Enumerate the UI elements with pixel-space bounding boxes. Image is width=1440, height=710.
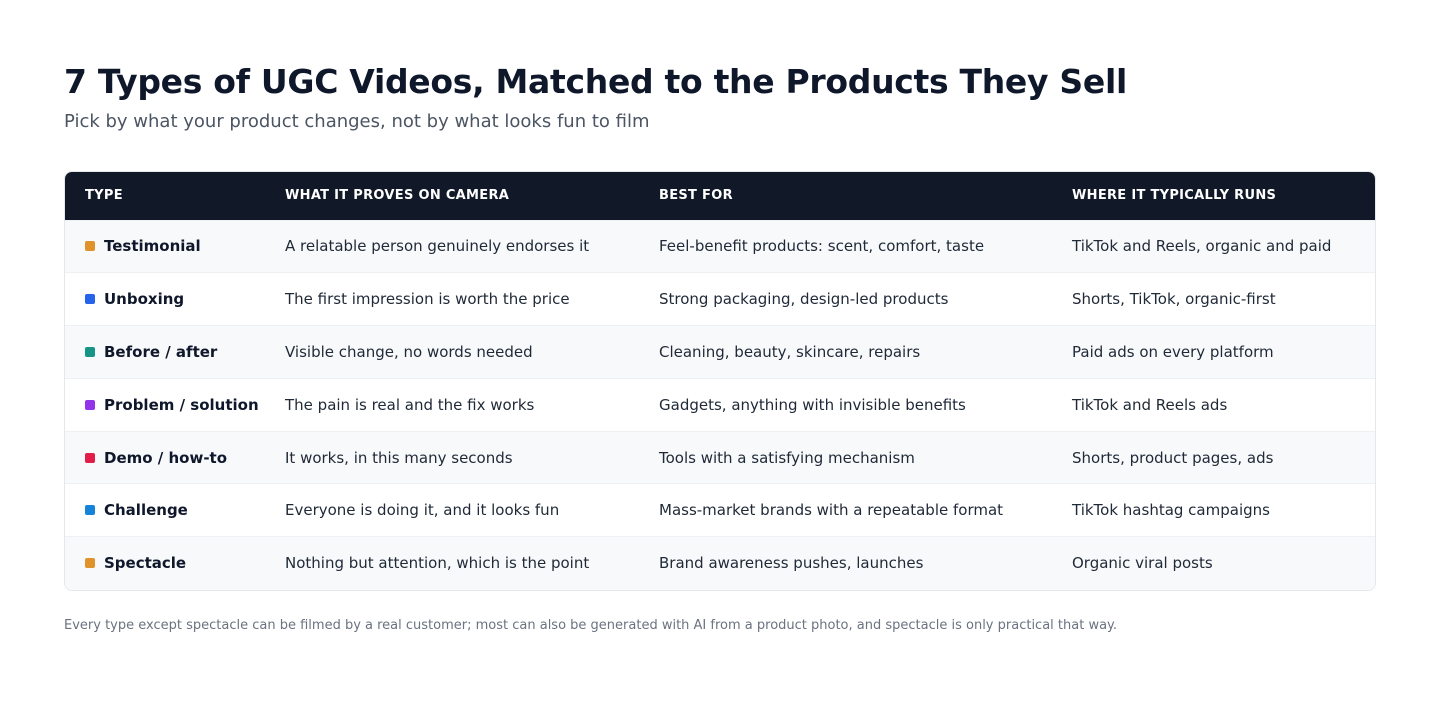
table-row: Demo / how-to It works, in this many seco…: [65, 431, 1375, 484]
cell-type: Unboxing: [65, 273, 265, 326]
type-color-marker: [85, 452, 95, 463]
cell-where-runs: TikTok and Reels ads: [1072, 395, 1228, 414]
cell-type: Challenge: [65, 484, 265, 537]
table-row: Testimonial A relatable person genuinely …: [65, 220, 1375, 273]
column-header-type: TYPE: [85, 188, 123, 204]
type-color-marker: [85, 294, 95, 305]
cell-best-for: Tools with a satisfying mechanism: [659, 448, 915, 467]
cell-where-runs: Shorts, TikTok, organic-first: [1072, 290, 1276, 309]
type-color-marker: [85, 505, 95, 516]
cell-proves: The pain is real and the fix works: [285, 395, 535, 414]
table-body: Testimonial A relatable person genuinely …: [65, 220, 1375, 590]
cell-where-runs: TikTok and Reels, organic and paid: [1072, 237, 1332, 256]
type-color-marker: [85, 558, 95, 569]
cell-best-for: Brand awareness pushes, launches: [659, 554, 924, 573]
ugc-types-table: TYPE WHAT IT PROVES ON CAMERA BEST FOR W…: [64, 171, 1376, 591]
table-row: Unboxing The first impression is worth th…: [65, 272, 1375, 326]
page: 7 Types of UGC Videos, Matched to the Pr…: [64, 62, 1376, 635]
cell-best-for: Mass-market brands with a repeatable for…: [659, 501, 1004, 520]
cell-type: Spectacle: [65, 537, 265, 590]
column-header-best-for: BEST FOR: [659, 188, 733, 204]
cell-best-for: Gadgets, anything with invisible benefit…: [659, 395, 966, 414]
table-row: Challenge Everyone is doing it, and it lo…: [65, 483, 1375, 537]
page-subtitle: Pick by what your product changes, not b…: [64, 111, 650, 132]
column-header-where-runs: WHERE IT TYPICALLY RUNS: [1072, 188, 1277, 204]
cell-where-runs: TikTok hashtag campaigns: [1072, 501, 1270, 520]
cell-best-for: Cleaning, beauty, skincare, repairs: [659, 342, 921, 361]
cell-where-runs: Shorts, product pages, ads: [1072, 448, 1274, 467]
table-row: Problem / solution The pain is real and t…: [65, 378, 1375, 432]
cell-where-runs: Paid ads on every platform: [1072, 342, 1274, 361]
table-header-row: TYPE WHAT IT PROVES ON CAMERA BEST FOR W…: [65, 172, 1375, 220]
type-name: Testimonial: [104, 237, 201, 256]
cell-type: Demo / how-to: [65, 431, 265, 484]
footnote: Every type except spectacle can be filme…: [64, 617, 1118, 633]
type-color-marker: [85, 399, 95, 410]
table-row: Before / after Visible change, no words n…: [65, 325, 1375, 379]
type-color-marker: [85, 241, 95, 252]
cell-best-for: Strong packaging, design-led products: [659, 290, 949, 309]
type-name: Challenge: [104, 501, 188, 520]
type-color-marker: [85, 346, 95, 357]
cell-where-runs: Organic viral posts: [1072, 554, 1213, 573]
type-name: Demo / how-to: [104, 448, 228, 467]
type-name: Before / after: [104, 342, 218, 361]
cell-type: Before / after: [65, 326, 265, 379]
cell-proves: Everyone is doing it, and it looks fun: [285, 501, 560, 520]
type-name: Unboxing: [104, 290, 185, 309]
page-title: 7 Types of UGC Videos, Matched to the Pr…: [64, 62, 1127, 101]
cell-type: Problem / solution: [65, 378, 265, 431]
type-name: Spectacle: [104, 554, 187, 573]
cell-type: Testimonial: [65, 220, 265, 273]
column-header-proves: WHAT IT PROVES ON CAMERA: [285, 188, 510, 204]
type-name: Problem / solution: [104, 395, 259, 414]
cell-proves: It works, in this many seconds: [285, 448, 513, 467]
table-row: Spectacle Nothing but attention, which is…: [65, 536, 1375, 590]
cell-proves: A relatable person genuinely endorses it: [285, 237, 590, 256]
cell-best-for: Feel-benefit products: scent, comfort, t…: [659, 237, 985, 256]
cell-proves: Nothing but attention, which is the poin…: [285, 554, 590, 573]
cell-proves: The first impression is worth the price: [285, 290, 570, 309]
cell-proves: Visible change, no words needed: [285, 342, 533, 361]
